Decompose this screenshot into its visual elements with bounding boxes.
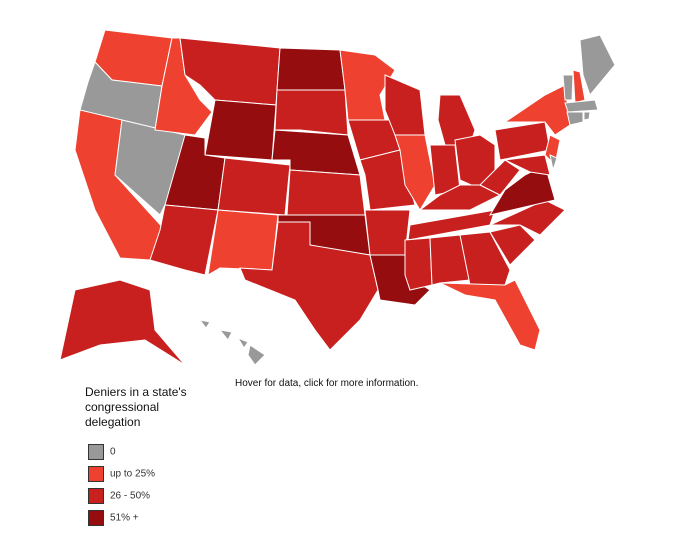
state[interactable] — [566, 111, 584, 126]
legend-item: up to 25% — [88, 466, 155, 482]
legend-swatch — [88, 510, 104, 526]
legend-label: 51% + — [110, 512, 139, 524]
state[interactable] — [572, 69, 586, 104]
state[interactable] — [207, 209, 279, 276]
legend-label: up to 25% — [110, 468, 156, 480]
state[interactable] — [404, 237, 433, 291]
state[interactable] — [247, 344, 266, 366]
state[interactable] — [274, 89, 349, 136]
state[interactable] — [59, 279, 186, 366]
state[interactable] — [549, 154, 558, 172]
legend-item: 26 - 50% — [88, 488, 150, 504]
legend-label: 26 - 50% — [110, 490, 151, 502]
hover-note: Hover for data, click for more informati… — [235, 378, 419, 389]
state[interactable] — [459, 231, 511, 286]
state[interactable] — [359, 149, 416, 211]
state[interactable] — [217, 157, 291, 216]
legend-swatch — [88, 444, 104, 460]
state[interactable] — [579, 34, 616, 96]
state[interactable] — [339, 49, 396, 121]
state[interactable] — [384, 74, 426, 136]
legend-item: 0 — [88, 444, 116, 460]
legend-swatch — [88, 488, 104, 504]
state[interactable] — [198, 319, 211, 329]
state[interactable] — [239, 221, 379, 351]
state[interactable] — [562, 74, 574, 101]
legend-item: 51% + — [88, 510, 139, 526]
state[interactable] — [236, 336, 249, 349]
state[interactable] — [479, 159, 521, 196]
state[interactable] — [564, 99, 599, 113]
state[interactable] — [583, 111, 591, 121]
state[interactable] — [494, 121, 551, 161]
state[interactable] — [503, 154, 551, 176]
state[interactable] — [218, 329, 233, 341]
legend-swatch — [88, 466, 104, 482]
state[interactable] — [204, 99, 277, 161]
state[interactable] — [489, 224, 536, 266]
state[interactable] — [276, 47, 346, 91]
state[interactable] — [286, 169, 366, 216]
legend-title: Deniers in a state's congressional deleg… — [85, 385, 187, 429]
state[interactable] — [364, 209, 411, 256]
state[interactable] — [439, 279, 541, 351]
legend-label: 0 — [110, 446, 116, 458]
state[interactable] — [429, 234, 471, 286]
